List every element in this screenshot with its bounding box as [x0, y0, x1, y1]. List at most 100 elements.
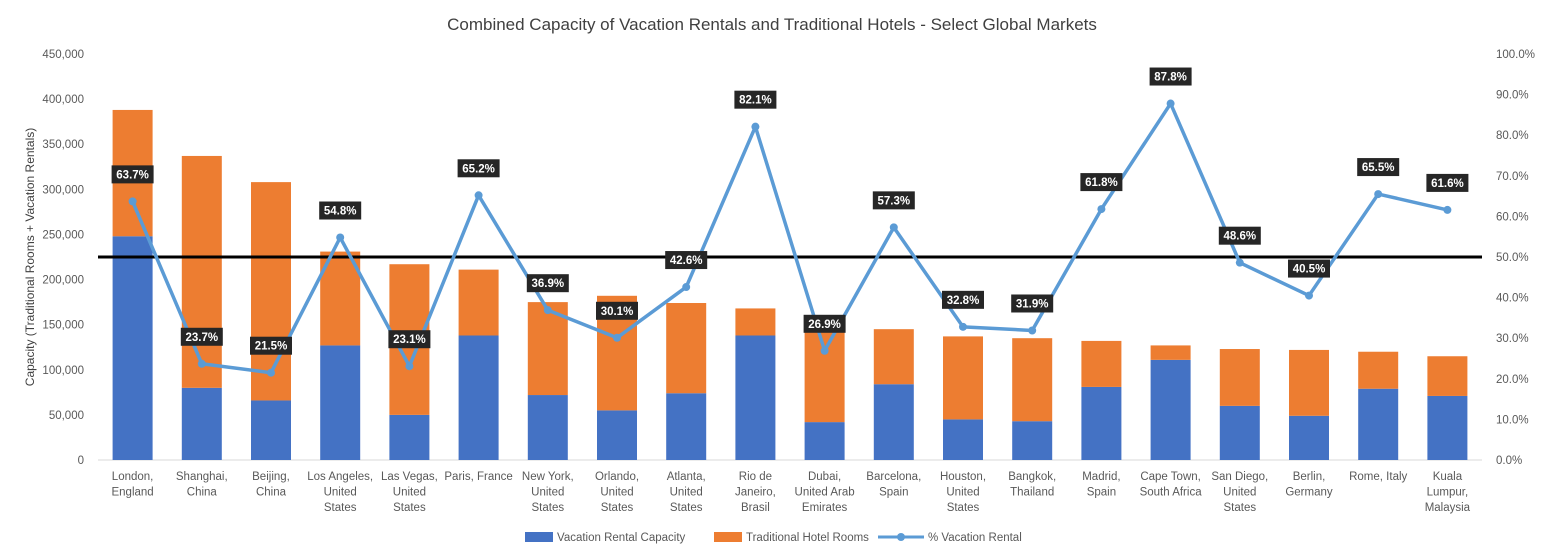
x-tick-line: United Arab — [795, 487, 855, 499]
percent-vacation-marker — [336, 233, 345, 242]
data-label-box — [1357, 158, 1400, 177]
data-label-box — [388, 330, 431, 349]
y-tick-label: 50,000 — [49, 410, 84, 422]
percent-vacation-marker — [405, 362, 414, 371]
data-label: 23.1% — [393, 334, 426, 346]
x-tick-line: Madrid, — [1082, 471, 1120, 483]
percent-vacation-marker — [820, 346, 829, 355]
percent-vacation-marker — [197, 359, 206, 368]
x-tick-line: States — [324, 502, 357, 514]
x-tick-line: United — [1223, 487, 1256, 499]
x-tick-line: United — [946, 487, 979, 499]
hotel-rooms-bar — [1012, 338, 1053, 422]
legend-label: Traditional Hotel Rooms — [746, 532, 869, 544]
data-label: 63.7% — [116, 169, 149, 181]
x-tick-label: Los Angeles, United States — [307, 471, 373, 514]
vacation-rental-bar — [804, 422, 845, 460]
x-tick-label: Atlanta, United States — [667, 471, 706, 514]
vacation-rental-bar — [320, 345, 361, 460]
data-label: 32.8% — [947, 295, 980, 307]
data-label: 42.6% — [670, 255, 703, 267]
y-tick-label: 300,000 — [42, 184, 84, 196]
data-label-box — [596, 301, 638, 320]
y2-tick-label: 100.0% — [1496, 49, 1535, 61]
x-tick-line: England — [111, 487, 153, 499]
x-tick-line: Cape Town, — [1140, 471, 1201, 483]
x-tick-line: Beijing, — [252, 471, 290, 483]
data-label: 87.8% — [1154, 72, 1187, 84]
x-tick-label: Rome, Italy — [1349, 471, 1407, 483]
data-label-box — [1426, 173, 1469, 192]
y2-tick-label: 10.0% — [1496, 414, 1529, 426]
hotel-rooms-bar — [804, 319, 845, 423]
x-tick-line: United — [600, 487, 633, 499]
x-tick-label: San Diego, United States — [1211, 471, 1268, 514]
data-label: 21.5% — [255, 341, 288, 353]
hotel-rooms-bar — [666, 303, 707, 394]
vacation-rental-bar — [527, 395, 568, 460]
x-tick-line: South Africa — [1140, 487, 1203, 499]
y-tick-label: 450,000 — [42, 49, 84, 61]
data-label-box — [457, 159, 500, 178]
x-tick-line: Shanghai, — [176, 471, 228, 483]
y2-tick-label: 80.0% — [1496, 130, 1529, 142]
data-label: 48.6% — [1223, 231, 1256, 243]
x-tick-label: London, England — [111, 471, 153, 499]
y2-tick-label: 60.0% — [1496, 211, 1529, 223]
data-label: 57.3% — [877, 195, 910, 207]
x-tick-line: States — [670, 502, 703, 514]
legend-swatch-vacation — [525, 532, 553, 542]
x-tick-line: Thailand — [1010, 487, 1054, 499]
data-label-box — [734, 90, 777, 109]
x-tick-line: Malaysia — [1425, 502, 1471, 514]
percent-vacation-marker — [1443, 205, 1452, 214]
x-tick-line: Las Vegas, — [381, 471, 438, 483]
hotel-rooms-bar — [527, 302, 568, 396]
vacation-rental-bar — [597, 410, 637, 460]
data-label: 40.5% — [1293, 264, 1326, 276]
x-tick-label: Bangkok, Thailand — [1008, 471, 1056, 499]
percent-vacation-marker — [682, 283, 691, 292]
vacation-rental-bar — [735, 335, 776, 460]
hotel-rooms-bar — [181, 155, 222, 388]
data-label-box — [1288, 259, 1330, 278]
data-label-box — [180, 327, 223, 346]
hotel-rooms-bar — [1289, 349, 1329, 416]
hotel-rooms-bar — [1150, 345, 1191, 360]
percent-vacation-marker — [959, 322, 967, 331]
y2-tick-label: 90.0% — [1496, 90, 1529, 102]
x-tick-line: States — [947, 502, 980, 514]
x-tick-label: Cape Town, South Africa — [1140, 471, 1203, 499]
x-tick-line: Rome, Italy — [1349, 471, 1407, 483]
x-tick-line: United — [531, 487, 564, 499]
x-tick-label: Rio de Janeiro, Brasil — [735, 471, 776, 514]
x-tick-line: San Diego, — [1211, 471, 1268, 483]
x-tick-line: States — [1223, 502, 1256, 514]
legend-swatch-percent-marker — [897, 533, 905, 541]
x-tick-label: Madrid, Spain — [1082, 471, 1120, 499]
legend-swatch-hotel — [714, 532, 742, 542]
y-tick-label: 0 — [78, 455, 84, 467]
x-tick-line: Emirates — [802, 502, 848, 514]
x-tick-line: Dubai, — [808, 471, 841, 483]
x-tick-line: New York, — [522, 471, 574, 483]
x-tick-line: Barcelona, — [866, 471, 921, 483]
percent-vacation-marker — [267, 368, 275, 377]
x-tick-line: States — [393, 502, 426, 514]
x-tick-line: Germany — [1285, 487, 1333, 499]
percent-vacation-marker — [1374, 190, 1383, 199]
percent-vacation-marker — [613, 333, 621, 342]
x-tick-line: Houston, — [940, 471, 986, 483]
vacation-rental-bar — [1427, 395, 1468, 460]
y2-tick-label: 30.0% — [1496, 333, 1529, 345]
percent-vacation-marker — [889, 223, 898, 232]
vacation-rental-bar — [1012, 421, 1053, 460]
y-tick-label: 100,000 — [42, 365, 84, 377]
data-label-box — [1011, 294, 1054, 313]
y-tick-label: 200,000 — [42, 275, 84, 287]
x-tick-label: Orlando, United States — [595, 471, 639, 514]
vacation-rental-bar — [181, 387, 222, 460]
percent-vacation-marker — [128, 197, 137, 206]
data-label-box — [111, 165, 154, 184]
